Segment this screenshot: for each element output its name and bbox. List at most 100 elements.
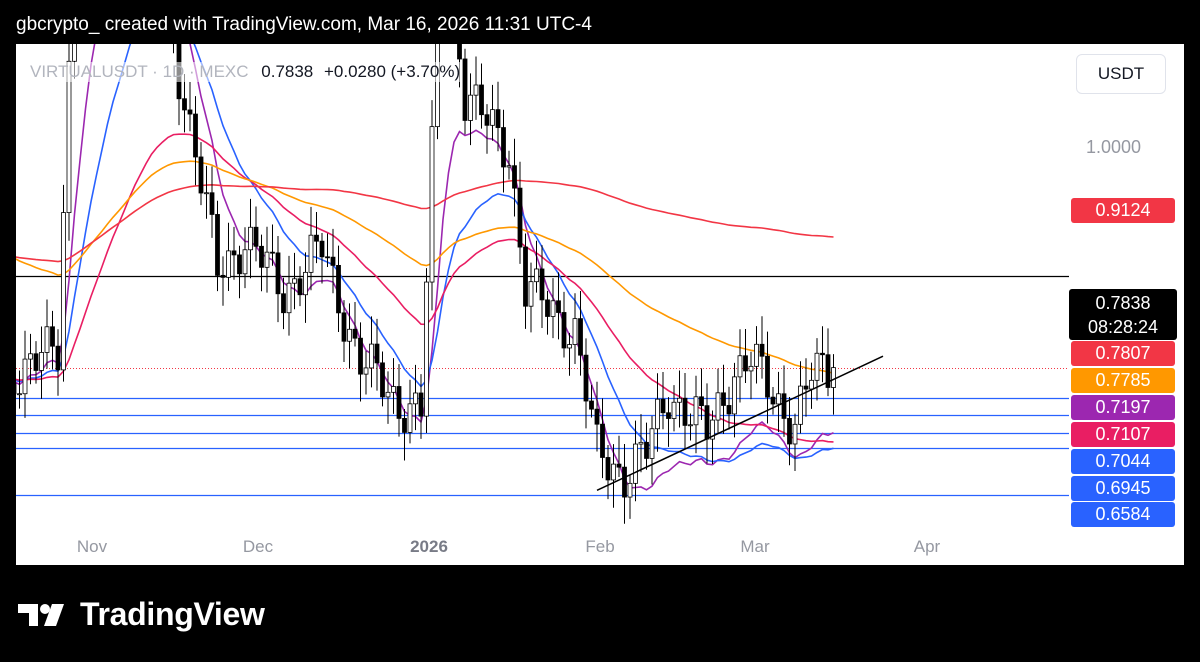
price-chart[interactable] [16,44,1184,565]
candle-body [721,392,726,406]
candle-body [501,127,506,168]
candle-body [391,386,396,393]
candle-body [814,352,820,381]
price-badge: 0.6945 [1071,476,1175,501]
current-price-value: 0.7838 [1095,293,1151,313]
candle-body [710,419,715,440]
candle-body [699,396,704,407]
price-badge: 0.7807 [1071,341,1175,366]
last-price-label: 0.7838 [261,62,314,81]
candle-body [435,44,440,128]
candle-body [473,84,479,96]
candle-body [33,353,39,371]
candle-body [363,367,369,375]
candle-body [281,293,286,314]
candle-body [605,457,611,481]
candle-body [495,109,501,128]
candle-body [72,44,77,62]
candle-body [253,226,259,247]
candle-body [765,355,770,398]
candle-body [792,423,798,445]
candle-body [462,58,468,121]
candle-body [479,84,484,116]
price-badge: 0.9124 [1071,198,1175,223]
currency-unit-button[interactable]: USDT [1076,54,1166,94]
price-badge: 0.7197 [1071,395,1175,420]
candle-body [600,423,605,458]
candle-body [292,278,297,284]
chart-panel[interactable]: VIRTUALUSDT · 1D · MEXC 0.7838 +0.0280 (… [16,44,1184,565]
candle-body [468,94,473,121]
candle-body [688,424,693,427]
candle-body [704,405,710,440]
candle-body [303,271,308,296]
candle-body [358,337,363,375]
time-axis-label: 2026 [410,537,448,556]
candle-body [286,282,292,314]
candle-body [534,268,539,283]
candle-body [336,264,341,314]
tradingview-wordmark: TradingView [80,596,265,632]
candle-body [655,398,660,430]
time-axis-label: Dec [242,537,274,556]
moving-average-line [16,179,834,263]
symbol-label: VIRTUALUSDT · 1D · MEXC [30,62,249,81]
candle-body [418,392,424,417]
candle-body [666,412,671,419]
candle-body [589,400,594,410]
candle-body [798,385,803,425]
candle-body [66,60,72,213]
candle-body [209,192,215,215]
candle-body [369,343,374,369]
candle-body [506,165,512,168]
candle-body [55,345,61,371]
symbol-legend[interactable]: VIRTUALUSDT · 1D · MEXC 0.7838 +0.0280 (… [28,62,463,82]
candle-body [182,98,187,111]
moving-average-line [16,44,834,463]
candle-body [187,109,193,115]
candles [16,44,836,524]
candle-body [242,249,248,275]
candle-body [787,418,792,445]
candle-body [809,379,814,390]
candle-body [611,463,616,481]
candle-body [396,386,402,419]
candle-body [820,352,825,356]
candle-body [671,401,677,419]
candle-body [660,398,666,414]
candle-body [204,192,209,195]
candle-body [633,443,638,484]
candle-body [314,234,319,242]
candle-body [259,245,264,268]
candle-body [627,482,633,498]
price-change-label: +0.0280 (+3.70%) [324,62,461,81]
candle-body [374,343,380,364]
candle-body [198,156,204,194]
candle-body [429,126,435,283]
candle-body [407,403,413,433]
candle-body [319,240,325,258]
chart-header-caption: gbcrypto_ created with TradingView.com, … [16,14,592,35]
ascending-trendline [596,355,884,492]
candle-body [297,278,303,296]
candle-body [352,328,358,339]
candle-body [649,428,655,459]
candle-body [226,250,231,278]
candle-body [193,113,198,158]
candle-body [380,362,385,398]
candle-body [803,385,809,390]
candle-body [220,274,226,278]
time-axis-label: Apr [913,537,941,556]
tradingview-logo-icon [18,603,64,626]
candle-body [275,252,281,295]
candle-body [341,312,347,342]
moving-average-line [16,44,834,491]
candle-body [308,234,314,273]
horizontal-levels [16,275,1069,497]
candle-body [413,392,418,405]
candle-body [424,281,429,417]
candle-body [28,353,33,360]
candle-body [578,318,583,356]
trendline [596,355,884,492]
candle-body [22,358,28,395]
